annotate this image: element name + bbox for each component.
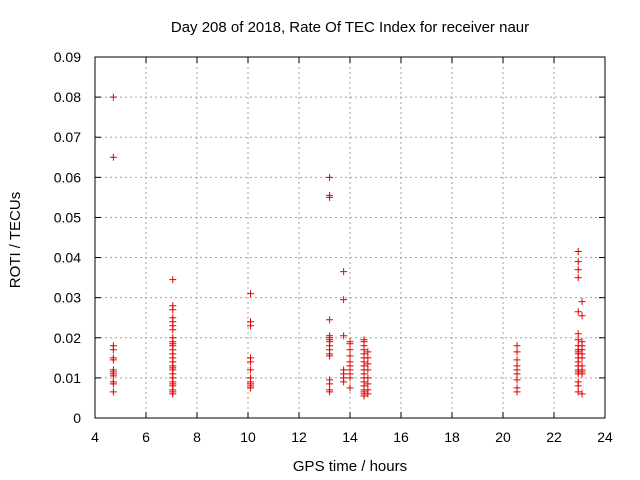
data-point <box>169 306 177 314</box>
data-point <box>364 366 372 374</box>
data-point <box>574 330 582 338</box>
data-point <box>364 380 372 388</box>
y-tick-label: 0.06 <box>54 169 81 185</box>
x-tick-label: 24 <box>597 429 613 445</box>
data-point <box>574 258 582 266</box>
data-point <box>326 380 334 388</box>
y-tick-label: 0.08 <box>54 89 81 105</box>
data-point <box>513 348 521 356</box>
data-point <box>109 153 117 161</box>
data-point <box>109 346 117 354</box>
data-point <box>513 342 521 350</box>
x-tick-label: 20 <box>495 429 511 445</box>
data-point <box>340 296 348 304</box>
data-point <box>247 366 255 374</box>
x-axis-label: GPS time / hours <box>293 458 407 475</box>
x-tick-label: 6 <box>142 429 150 445</box>
plot-frame <box>94 56 606 419</box>
data-point <box>364 374 372 382</box>
data-point <box>109 372 117 380</box>
y-tick-labels: 0 0.01 0.02 0.03 0.04 0.05 0.06 0.07 0.08 0.09 <box>54 49 81 426</box>
data-point <box>364 360 372 368</box>
x-tick-label: 12 <box>291 429 307 445</box>
data-point <box>513 376 521 384</box>
data-point <box>364 354 372 362</box>
data-point <box>326 316 334 324</box>
data-point <box>326 193 334 201</box>
x-tick-label: 14 <box>342 429 358 445</box>
y-tick-label: 0 <box>73 410 81 426</box>
data-point <box>360 392 368 400</box>
data-point <box>346 384 354 392</box>
data-point <box>513 370 521 378</box>
data-point <box>109 356 117 364</box>
x-tick-label: 4 <box>91 429 99 445</box>
data-point <box>574 382 582 390</box>
data-point <box>574 336 582 344</box>
data-points <box>109 93 586 400</box>
data-point <box>574 248 582 256</box>
data-point <box>574 266 582 274</box>
grid-lines <box>95 57 605 418</box>
data-point <box>578 298 586 306</box>
data-point <box>169 326 177 334</box>
data-point <box>574 388 582 396</box>
data-point <box>109 388 117 396</box>
data-point <box>578 370 586 378</box>
x-tick-labels: 4 6 8 10 12 14 16 18 20 22 24 <box>91 429 613 445</box>
data-point <box>247 358 255 366</box>
data-point <box>513 388 521 396</box>
x-tick-label: 16 <box>393 429 409 445</box>
x-tick-label: 10 <box>240 429 256 445</box>
data-point <box>578 390 586 398</box>
x-tick-label: 8 <box>193 429 201 445</box>
x-tick-label: 18 <box>444 429 460 445</box>
data-point <box>326 173 334 181</box>
data-point <box>247 384 255 392</box>
data-point <box>346 346 354 354</box>
data-point <box>326 352 334 360</box>
y-tick-label: 0.03 <box>54 290 81 306</box>
data-point <box>513 356 521 364</box>
data-point <box>247 322 255 330</box>
data-point <box>109 380 117 388</box>
y-tick-label: 0.01 <box>54 370 81 386</box>
data-point <box>346 352 354 360</box>
x-tick-label: 22 <box>546 429 562 445</box>
data-point <box>574 274 582 282</box>
y-tick-label: 0.07 <box>54 129 81 145</box>
data-point <box>574 308 582 316</box>
data-point <box>340 332 348 340</box>
data-point <box>578 312 586 320</box>
y-axis-label: ROTI / TECUs <box>7 192 24 288</box>
y-tick-label: 0.04 <box>54 250 81 266</box>
data-point <box>326 388 334 396</box>
data-point <box>247 290 255 298</box>
y-tick-label: 0.02 <box>54 330 81 346</box>
data-point <box>578 354 586 362</box>
data-point <box>169 276 177 284</box>
data-point <box>346 374 354 382</box>
data-point <box>340 268 348 276</box>
data-point <box>346 340 354 348</box>
chart-title: Day 208 of 2018, Rate Of TEC Index for r… <box>171 19 529 36</box>
data-point <box>169 390 177 398</box>
data-point <box>364 348 372 356</box>
data-point <box>340 378 348 386</box>
data-point <box>364 390 372 398</box>
y-tick-label: 0.05 <box>54 209 81 225</box>
y-tick-label: 0.09 <box>54 49 81 65</box>
data-point <box>109 93 117 101</box>
